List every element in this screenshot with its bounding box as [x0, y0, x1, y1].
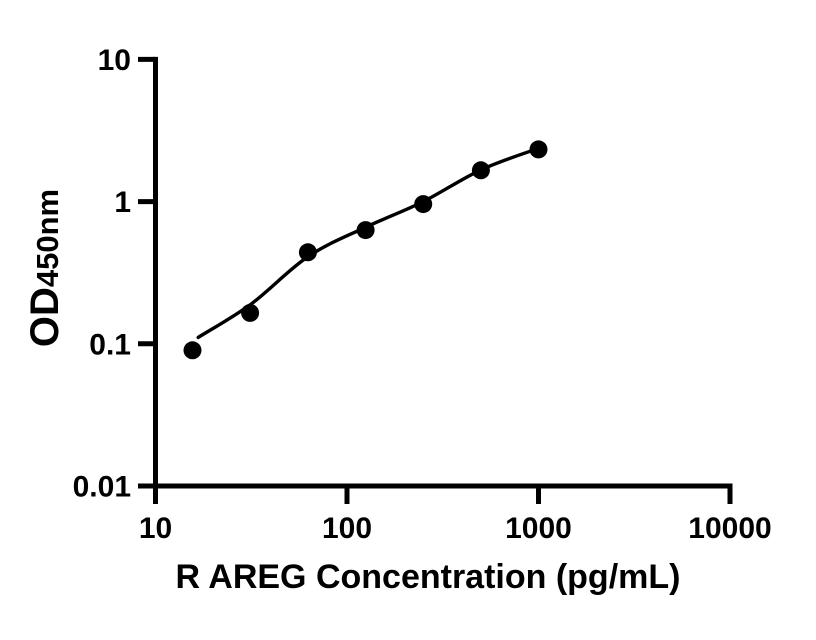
x-tick-label: 100	[322, 512, 372, 545]
y-axis-title: OD 450nm	[23, 183, 71, 353]
y-axis-title-subscript: 450nm	[30, 188, 65, 288]
data-point	[471, 161, 490, 180]
data-point	[356, 221, 375, 240]
y-tick-label: 1	[114, 186, 131, 219]
x-tick-label: 1000	[505, 512, 572, 545]
y-axis-title-main: OD	[23, 287, 67, 348]
data-point	[241, 303, 260, 322]
data-point	[529, 140, 548, 159]
y-tick-label: 0.1	[89, 328, 131, 361]
data-point	[298, 243, 317, 262]
x-tick-label: 10000	[688, 512, 771, 545]
x-tick-label: 10	[139, 512, 172, 545]
y-tick-label: 10	[98, 44, 131, 77]
x-axis-title: R AREG Concentration (pg/mL)	[175, 558, 681, 596]
data-point	[183, 341, 202, 360]
y-tick-label: 0.01	[73, 471, 131, 504]
data-point	[414, 195, 433, 214]
